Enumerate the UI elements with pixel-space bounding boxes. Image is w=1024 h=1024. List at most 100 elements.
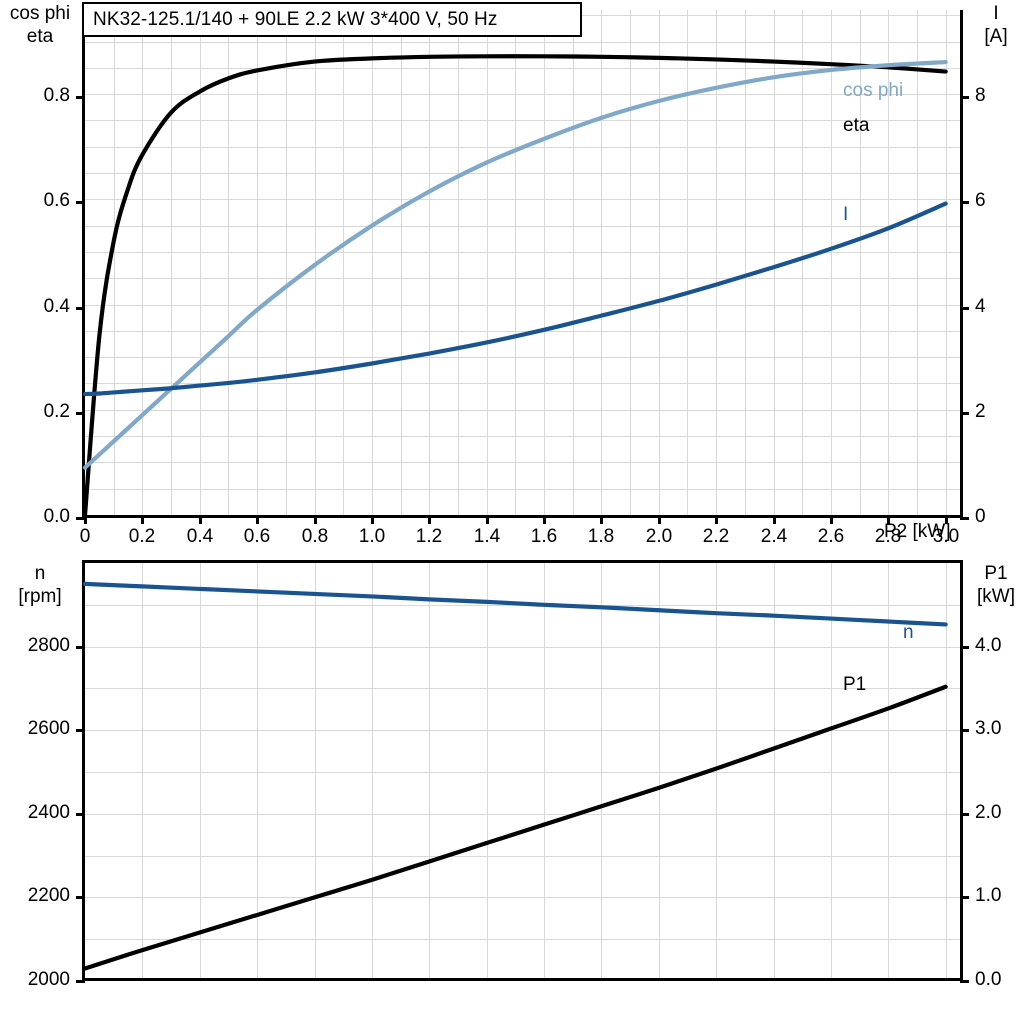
gridline — [85, 305, 960, 306]
tick-label: 8 — [975, 85, 986, 106]
gridline — [888, 563, 889, 978]
tick-label: 2000 — [27, 969, 70, 990]
tick-label: 2.6 — [817, 526, 845, 547]
tick-label: 3.0 — [975, 718, 1002, 739]
gridline — [85, 410, 960, 411]
curve-label-current: I — [843, 204, 849, 225]
gridline — [142, 563, 143, 978]
tick-label: 0.8 — [43, 85, 70, 106]
tick-mark — [945, 515, 948, 524]
tick-mark — [76, 729, 85, 732]
tick-label: 0.6 — [43, 190, 70, 211]
tick-label: 2.8 — [874, 526, 902, 547]
gridline — [200, 563, 201, 978]
gridline — [85, 331, 960, 332]
tick-mark — [76, 201, 85, 204]
gridline — [372, 10, 373, 515]
chart-title-box: NK32-125.1/140 + 90LE 2.2 kW 3*400 V, 50… — [82, 2, 582, 37]
tick-label: 0.4 — [186, 526, 214, 547]
gridline — [774, 10, 775, 515]
gridline — [315, 563, 316, 978]
gridline — [802, 10, 803, 515]
gridline — [85, 647, 960, 648]
tick-mark — [371, 515, 374, 524]
tick-label: 2.4 — [760, 526, 788, 547]
bottom-plot-area — [82, 560, 963, 981]
tick-label: 0.8 — [301, 526, 329, 547]
tick-mark — [314, 515, 317, 524]
tick-mark — [256, 515, 259, 524]
tick-mark — [830, 515, 833, 524]
gridline — [401, 10, 402, 515]
tick-mark — [141, 515, 144, 524]
gridline — [85, 383, 960, 384]
tick-label: 2.2 — [702, 526, 730, 547]
curve-n — [82, 581, 948, 627]
tick-label: 0.0 — [975, 969, 1002, 990]
top-curves — [82, 54, 948, 518]
tick-label: 4.0 — [975, 635, 1002, 656]
gridline — [85, 278, 960, 279]
gridline — [343, 10, 344, 515]
curve-label-p1: P1 — [843, 674, 867, 695]
gridline — [716, 10, 717, 515]
tick-label: 2.0 — [975, 802, 1002, 823]
tick-mark — [887, 515, 890, 524]
tick-mark — [960, 96, 969, 99]
gridline — [85, 173, 960, 174]
tick-mark — [76, 307, 85, 310]
top-plot-area — [82, 10, 963, 518]
gridline — [142, 10, 143, 515]
gridline — [429, 10, 430, 515]
tick-mark — [960, 729, 969, 732]
tick-label: 0.6 — [243, 526, 271, 547]
bottom-left-axis-label: n [rpm] — [18, 563, 62, 607]
tick-mark — [76, 412, 85, 415]
tick-mark — [76, 980, 85, 983]
tick-label: 2800 — [27, 635, 70, 656]
tick-label: 2.0 — [645, 526, 673, 547]
curve-i — [82, 201, 948, 397]
tick-label: 4 — [975, 296, 986, 317]
gridline — [946, 563, 947, 978]
tick-label: 2200 — [27, 885, 70, 906]
tick-label: 0 — [975, 506, 986, 527]
gridline — [85, 814, 960, 815]
tick-label: 1.8 — [587, 526, 615, 547]
tick-mark — [199, 515, 202, 524]
gridline — [85, 120, 960, 121]
bottom-curves — [82, 581, 948, 971]
gridline — [85, 42, 960, 43]
gridline — [85, 688, 960, 689]
tick-mark — [960, 307, 969, 310]
curve-label-eta: eta — [843, 115, 870, 136]
tick-mark — [960, 896, 969, 899]
tick-label: 2400 — [27, 802, 70, 823]
tick-mark — [960, 517, 969, 520]
top-chart-panel: cos phi eta I [A] 0.0 0.2 0.4 0.6 0.8 0 2 4 6 8 0 0… — [10, 2, 1008, 547]
curve-label-cos-phi: cos phi — [843, 80, 904, 101]
tick-mark — [428, 515, 431, 524]
gridline — [85, 730, 960, 731]
gridline — [171, 10, 172, 515]
tick-label: 1.0 — [975, 885, 1002, 906]
bottom-chart-panel: n [rpm] P1 [kW] 2000 2200 2400 2600 2800 0.0 1… — [0, 548, 1024, 1024]
gridline — [458, 10, 459, 515]
tick-mark — [84, 515, 87, 524]
tick-mark — [960, 646, 969, 649]
gridline — [85, 226, 960, 227]
bottom-right-axis-label: P1 [kW] — [977, 563, 1015, 607]
tick-label: 1.2 — [415, 526, 443, 547]
gridline — [85, 856, 960, 857]
gridline — [659, 563, 660, 978]
gridline — [286, 10, 287, 515]
gridline — [888, 10, 889, 515]
tick-label: 1.4 — [473, 526, 501, 547]
tick-label: 0.4 — [43, 296, 70, 317]
tick-mark — [960, 412, 969, 415]
gridline — [85, 436, 960, 437]
gridline — [257, 10, 258, 515]
x-axis-label: P2 [kW] — [884, 521, 951, 542]
curve-label-speed: n — [903, 622, 914, 643]
